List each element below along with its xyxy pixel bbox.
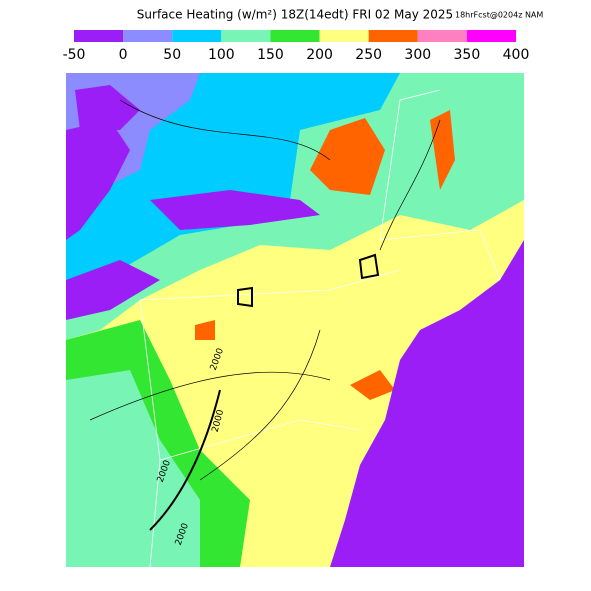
region bbox=[66, 260, 160, 320]
colorbar-label: -50 bbox=[63, 47, 86, 63]
contour bbox=[89, 371, 331, 421]
colorbar-label: 300 bbox=[404, 47, 431, 63]
color-swatch bbox=[172, 30, 222, 42]
ocean bbox=[330, 240, 524, 567]
contour bbox=[237, 286, 253, 308]
color-swatch bbox=[417, 30, 467, 42]
region bbox=[66, 120, 130, 240]
subtitle: 18hrFcst@0204z NAM bbox=[455, 11, 543, 20]
colorbar-label: 0 bbox=[119, 47, 128, 63]
colorbar-label: 400 bbox=[503, 47, 530, 63]
color-swatch bbox=[368, 30, 418, 42]
color-swatch bbox=[123, 30, 173, 42]
color-swatch bbox=[221, 30, 271, 42]
title: Surface Heating (w/m²) 18Z(14edt) FRI 02… bbox=[137, 8, 453, 22]
color-swatch bbox=[466, 30, 516, 42]
color-swatch bbox=[270, 30, 320, 42]
border bbox=[139, 269, 401, 301]
border bbox=[159, 419, 361, 461]
color-swatch bbox=[74, 30, 124, 42]
contour bbox=[149, 389, 221, 531]
colorbar-label: 150 bbox=[257, 47, 284, 63]
colorbar-label: 50 bbox=[163, 47, 181, 63]
colorbar-label: 100 bbox=[208, 47, 235, 63]
colorbar: -50 0 50 100 150 200 250 300 350 400 bbox=[63, 30, 530, 63]
region bbox=[66, 370, 200, 567]
contour bbox=[199, 329, 321, 481]
colorbar-label: 350 bbox=[454, 47, 481, 63]
contour bbox=[358, 253, 380, 280]
border bbox=[379, 229, 501, 281]
region bbox=[310, 118, 385, 195]
colorbar-label: 250 bbox=[355, 47, 382, 63]
contour bbox=[119, 99, 331, 161]
region bbox=[150, 190, 320, 230]
region bbox=[195, 320, 215, 340]
border bbox=[379, 89, 441, 241]
colorbar-label: 200 bbox=[306, 47, 333, 63]
color-swatch bbox=[319, 30, 369, 42]
region bbox=[75, 85, 140, 130]
region bbox=[350, 370, 395, 400]
contour bbox=[379, 119, 441, 251]
